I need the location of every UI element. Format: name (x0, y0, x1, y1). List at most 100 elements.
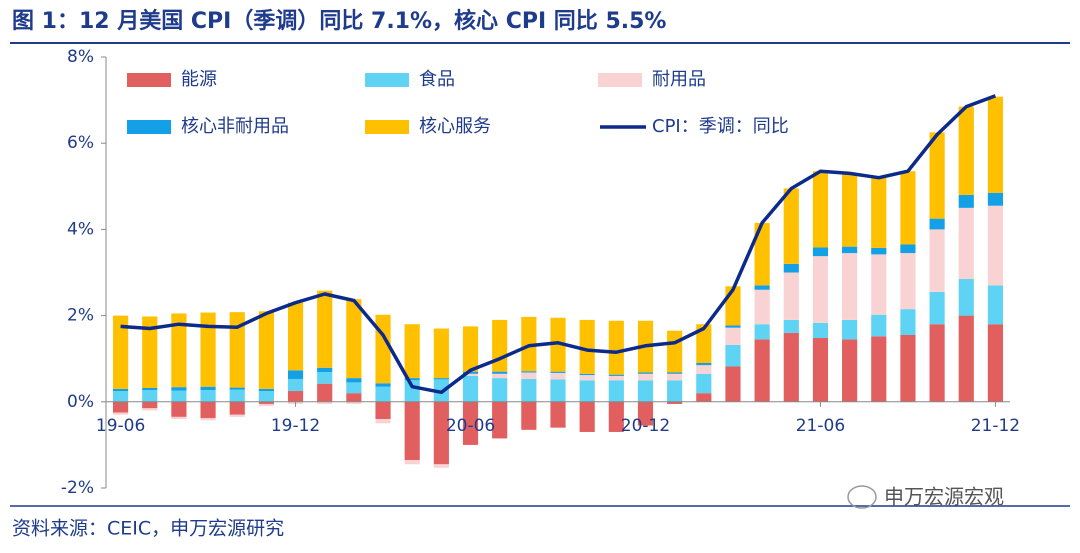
bar-segment (287, 391, 304, 402)
bar-segment (521, 401, 537, 430)
bar-segment (900, 309, 916, 335)
bar-segment (112, 388, 129, 392)
bar-segment (462, 401, 479, 445)
bar-segment (346, 401, 362, 404)
bar-segment (579, 375, 595, 381)
bar-segment (112, 401, 129, 413)
bar-segment (637, 380, 654, 402)
bar-segment (112, 391, 129, 402)
bar-segment (229, 414, 245, 417)
bar-segment (550, 379, 566, 402)
bar-segment (667, 401, 683, 404)
bar-segment (404, 324, 420, 379)
bar-segment (929, 324, 945, 402)
bar-segment (987, 324, 1004, 402)
bar-segment (550, 372, 566, 380)
bar-segment (812, 171, 829, 248)
legend-swatch (365, 73, 409, 87)
bar-segment (287, 302, 304, 371)
bar-segment (433, 378, 449, 380)
bar-segment (229, 312, 245, 388)
bar-segment (958, 278, 974, 316)
bar-segment (842, 253, 858, 320)
bar-segment (142, 408, 158, 411)
bar-segment (229, 389, 245, 402)
bar-segment (171, 387, 187, 391)
bar-segment (958, 106, 974, 195)
bar-segment (987, 285, 1004, 325)
bar-segment (608, 320, 624, 375)
chart-title: 图 1：12 月美国 CPI（季调）同比 7.1%，核心 CPI 同比 5.5% (12, 8, 666, 34)
bar-segment (637, 401, 654, 426)
bar-segment (725, 327, 741, 345)
bar-segment (550, 317, 566, 372)
bar-segment (346, 393, 362, 402)
bar-segment (725, 344, 741, 367)
bar-segment (462, 375, 479, 402)
bar-segment (783, 332, 799, 402)
bar-segment (112, 315, 129, 389)
x-tick-label: 21-12 (971, 416, 1020, 436)
x-tick-label: 19-06 (96, 416, 145, 436)
bar-segment (346, 382, 362, 394)
bar-segment (171, 416, 187, 420)
y-tick-label: 4% (67, 219, 94, 239)
bar-segment (404, 378, 420, 381)
bar-segment (287, 378, 304, 392)
y-tick-label: 6% (67, 133, 94, 153)
bar-segment (812, 322, 829, 339)
watermark-icon (847, 485, 877, 509)
bar-segment (404, 459, 420, 465)
bar-segment (229, 401, 245, 415)
bar-segment (842, 246, 858, 254)
bar-segment (142, 388, 158, 391)
bar-segment (404, 401, 420, 460)
bar-segment (171, 401, 187, 417)
bar-segment (958, 194, 974, 208)
bar-segment (404, 380, 420, 402)
bar-segment (492, 373, 508, 379)
bar-segment (783, 319, 799, 333)
bar-segment (550, 401, 566, 428)
bar-segment (696, 393, 712, 402)
y-tick-label: -2% (61, 478, 94, 498)
y-tick-label: 8% (67, 47, 94, 67)
bar-segment (492, 371, 508, 374)
bar-segment (842, 319, 858, 340)
y-tick-label: 0% (67, 392, 94, 412)
bar-segment (900, 253, 916, 310)
legend-label: 核心非耐用品 (181, 116, 289, 137)
bar-segment (929, 132, 945, 219)
bar-segment (317, 383, 333, 402)
bar-segment (871, 254, 887, 315)
bar-segment (929, 291, 945, 325)
bar-segment (987, 205, 1004, 286)
bar-segment (900, 244, 916, 254)
bar-segment (492, 401, 508, 439)
bar-segment (900, 171, 916, 245)
bar-segment (696, 365, 712, 374)
bar-segment (375, 401, 391, 420)
bar-segment (200, 418, 216, 421)
bar-segment (258, 391, 274, 402)
bar-segment (200, 390, 216, 402)
bar-segment (433, 401, 449, 465)
x-tick-label: 20-12 (621, 416, 670, 436)
bar-segment (812, 256, 829, 323)
bar-segment (579, 380, 595, 402)
legend-label: CPI：季调：同比 (652, 116, 789, 137)
bar-segment (958, 315, 974, 402)
bar-segment (200, 386, 216, 391)
bar-segment (492, 378, 508, 402)
bar-segment (462, 371, 479, 374)
bar-segment (258, 401, 274, 404)
bar-segment (754, 285, 770, 290)
bar-segment (346, 299, 362, 379)
bar-segment (667, 373, 683, 381)
bar-segment (783, 188, 799, 264)
bar-segment (842, 339, 858, 402)
bar-segment (142, 401, 158, 409)
bar-segment (667, 330, 683, 373)
legend-swatch (365, 120, 409, 134)
